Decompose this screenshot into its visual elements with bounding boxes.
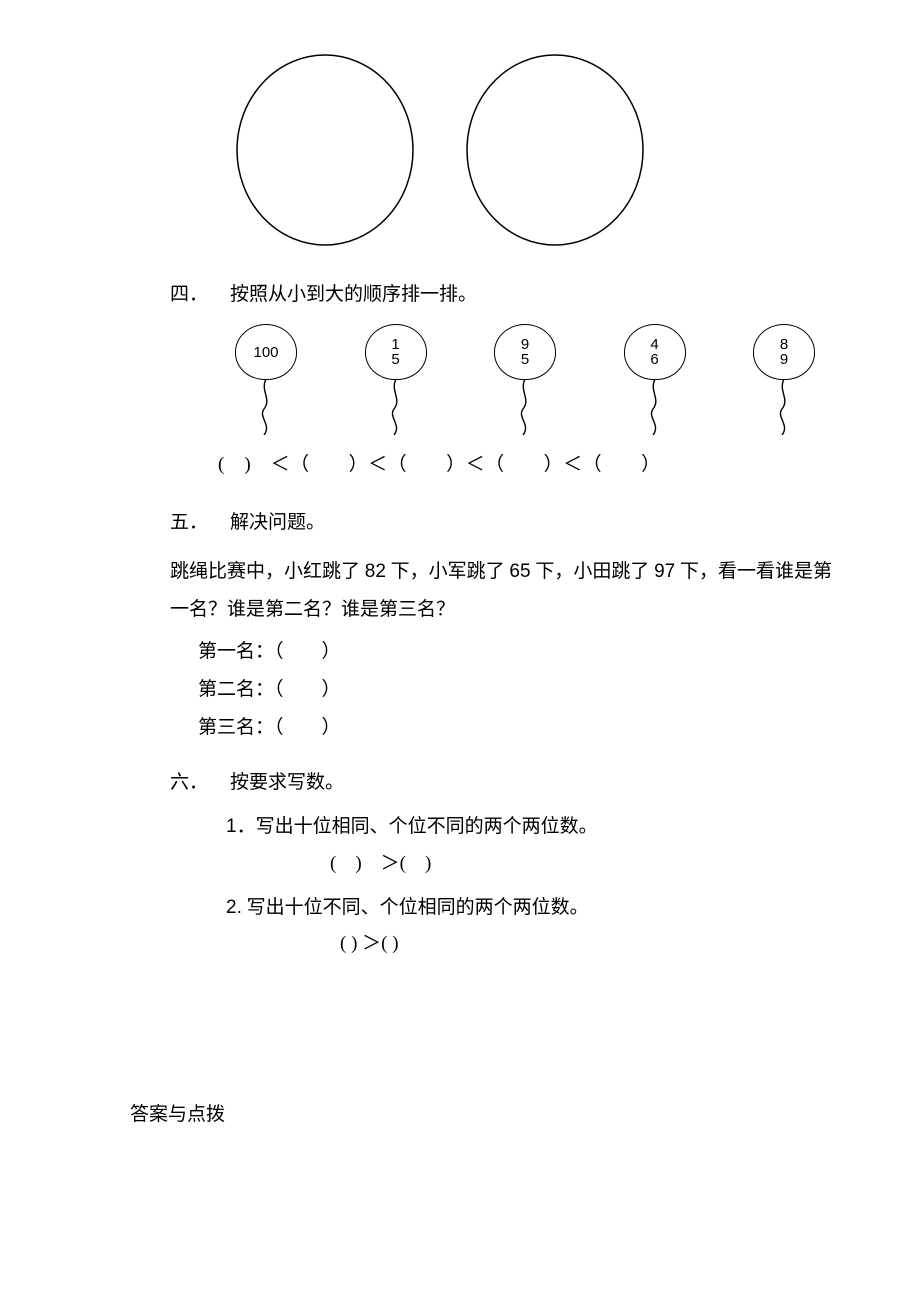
sub-number: 1． [226, 816, 256, 837]
sub-text: 写出十位相同、个位不同的两个两位数。 [256, 816, 598, 837]
balloon-string-icon [256, 379, 276, 445]
section-4-heading: 四． 按照从小到大的顺序排一排。 [170, 280, 840, 310]
balloon-value: 15 [391, 337, 399, 369]
section-4-number: 四． [170, 280, 230, 310]
balloon-circle: 15 [365, 324, 427, 380]
q6-sub-2: 2. 写出十位不同、个位相同的两个两位数。 [226, 893, 840, 923]
q6-ans-2: ( ) ＞( ) [340, 929, 840, 959]
section-5-number: 五． [170, 508, 230, 538]
sub-text: 写出十位不同、个位相同的两个两位数。 [247, 897, 589, 918]
section-5-body: 跳绳比赛中，小红跳了 82 下，小军跳了 65 下，小田跳了 97 下，看一看谁… [170, 553, 840, 629]
rank-2-line: 第二名：（ ） [198, 675, 840, 705]
balloon-value: 46 [650, 337, 658, 369]
section-6-title: 按要求写数。 [230, 768, 344, 798]
text: 下，小田跳了 [531, 561, 655, 582]
number: 82 [365, 561, 386, 582]
balloon-item: 100 [226, 324, 306, 445]
oval-shape-icon [460, 50, 650, 250]
balloon-item: 95 [485, 324, 565, 445]
balloon-circle: 89 [753, 324, 815, 380]
balloon-value: 89 [780, 337, 788, 369]
balloon-string-icon [386, 379, 406, 445]
balloon-circle: 95 [494, 324, 556, 380]
page-root: 四． 按照从小到大的顺序排一排。 100 15 95 [0, 0, 920, 1190]
number: 97 [654, 561, 675, 582]
balloon-circle: 100 [235, 324, 297, 380]
balloon-string-icon [774, 379, 794, 445]
balloon-item: 89 [744, 324, 824, 445]
rank-3-line: 第三名：（ ） [198, 713, 840, 743]
sort-inequality-line: ( ) ＜（ ）＜（ ）＜（ ）＜（ ） [218, 450, 830, 480]
sub-number: 2. [226, 897, 242, 918]
rank-1-line: 第一名：（ ） [198, 637, 840, 667]
q6-sub-1: 1．写出十位相同、个位不同的两个两位数。 [226, 812, 840, 842]
balloon-value: 100 [253, 345, 278, 361]
balloons-row: 100 15 95 46 [226, 324, 824, 445]
text: 下，小军跳了 [386, 561, 510, 582]
section-5-heading: 五． 解决问题。 [170, 508, 840, 538]
text: 跳绳比赛中，小红跳了 [170, 561, 365, 582]
balloon-value: 95 [521, 337, 529, 369]
q6-ans-1: ( ) ＞( ) [330, 849, 840, 879]
balloon-string-icon [515, 379, 535, 445]
balloon-circle: 46 [624, 324, 686, 380]
section-5-title: 解决问题。 [230, 508, 325, 538]
big-ovals-row [230, 50, 840, 250]
balloon-item: 15 [356, 324, 436, 445]
number: 65 [509, 561, 530, 582]
section-4-title: 按照从小到大的顺序排一排。 [230, 280, 477, 310]
oval-shape-icon [230, 50, 420, 250]
answers-heading: 答案与点拨 [130, 1100, 840, 1130]
balloon-item: 46 [615, 324, 695, 445]
section-6-number: 六． [170, 768, 230, 798]
balloon-string-icon [645, 379, 665, 445]
section-6-heading: 六． 按要求写数。 [170, 768, 840, 798]
